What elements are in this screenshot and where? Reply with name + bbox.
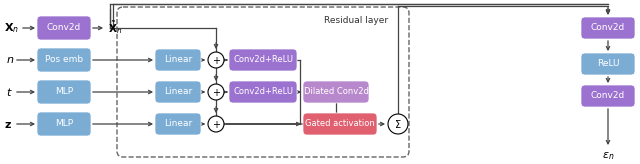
FancyBboxPatch shape: [303, 81, 369, 103]
Text: $\epsilon_n$: $\epsilon_n$: [602, 150, 614, 162]
Text: Conv2d: Conv2d: [591, 92, 625, 101]
FancyBboxPatch shape: [155, 113, 201, 135]
Text: $\Sigma$: $\Sigma$: [394, 119, 402, 131]
Text: +: +: [212, 55, 220, 65]
Text: Linear: Linear: [164, 88, 192, 96]
FancyBboxPatch shape: [229, 81, 297, 103]
Text: +: +: [212, 120, 220, 130]
Text: Conv2d+ReLU: Conv2d+ReLU: [233, 88, 293, 96]
FancyBboxPatch shape: [581, 53, 635, 75]
Circle shape: [208, 84, 224, 100]
FancyBboxPatch shape: [37, 112, 91, 136]
FancyBboxPatch shape: [37, 80, 91, 104]
Text: $n$: $n$: [6, 55, 14, 65]
Circle shape: [208, 52, 224, 68]
Text: Gated activation: Gated activation: [305, 120, 375, 129]
FancyBboxPatch shape: [155, 49, 201, 71]
FancyBboxPatch shape: [581, 17, 635, 39]
Text: Dilated Conv2d: Dilated Conv2d: [303, 88, 369, 96]
Text: Pos emb: Pos emb: [45, 55, 83, 64]
FancyBboxPatch shape: [155, 81, 201, 103]
FancyBboxPatch shape: [37, 16, 91, 40]
Circle shape: [388, 114, 408, 134]
Circle shape: [208, 116, 224, 132]
FancyBboxPatch shape: [303, 113, 377, 135]
Text: $\mathbf{z}$: $\mathbf{z}$: [4, 119, 12, 130]
FancyBboxPatch shape: [229, 49, 297, 71]
Text: $t$: $t$: [6, 86, 13, 98]
Text: ReLU: ReLU: [596, 60, 620, 69]
Text: Residual layer: Residual layer: [324, 16, 388, 25]
Text: Linear: Linear: [164, 55, 192, 64]
Text: Conv2d: Conv2d: [47, 23, 81, 32]
Text: $\tilde{\mathbf{X}}_n$: $\tilde{\mathbf{X}}_n$: [108, 20, 122, 36]
Text: $\mathbf{X}_n$: $\mathbf{X}_n$: [4, 21, 19, 35]
Text: MLP: MLP: [55, 88, 73, 96]
Text: +: +: [212, 88, 220, 98]
Text: Conv2d: Conv2d: [591, 23, 625, 32]
FancyBboxPatch shape: [37, 48, 91, 72]
Text: Linear: Linear: [164, 120, 192, 129]
Text: Conv2d+ReLU: Conv2d+ReLU: [233, 55, 293, 64]
FancyBboxPatch shape: [581, 85, 635, 107]
Text: MLP: MLP: [55, 120, 73, 129]
